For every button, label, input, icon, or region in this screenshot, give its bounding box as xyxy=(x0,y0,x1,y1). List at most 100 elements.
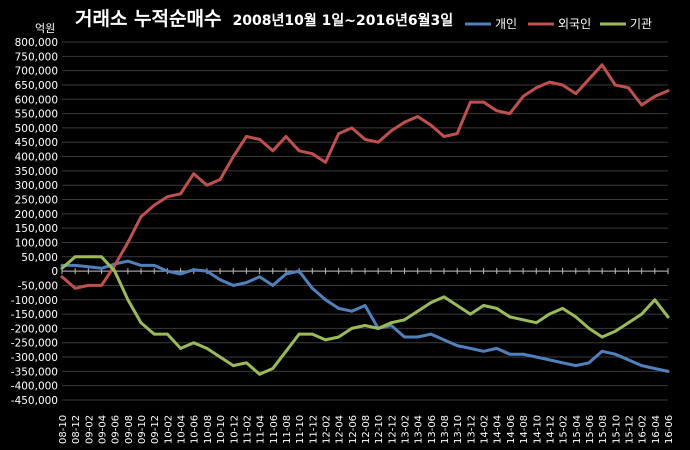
data-point xyxy=(363,324,367,327)
data-point xyxy=(245,281,248,284)
data-point xyxy=(73,286,77,290)
data-point xyxy=(508,112,512,115)
x-tick-label: 14-08 xyxy=(519,415,530,444)
data-point xyxy=(442,295,446,299)
x-tick-label: 11-10 xyxy=(295,415,306,444)
data-point xyxy=(284,272,288,276)
data-point xyxy=(324,338,327,342)
x-tick-label: 09-08 xyxy=(124,415,135,444)
data-point xyxy=(363,137,367,141)
data-point xyxy=(521,95,525,98)
data-point xyxy=(627,321,630,325)
data-point xyxy=(416,115,420,118)
data-point xyxy=(271,284,275,287)
data-point xyxy=(548,312,551,316)
y-tick-label: -300,000 xyxy=(11,352,58,364)
y-tick-label: 0 xyxy=(51,266,58,278)
y-tick-label: 150,000 xyxy=(15,223,58,235)
data-point xyxy=(126,259,130,263)
x-tick-label: 13-06 xyxy=(427,415,438,444)
x-tick-label: 10-06 xyxy=(190,415,201,444)
data-point xyxy=(495,109,499,113)
x-tick-label: 13-02 xyxy=(401,415,412,444)
y-tick-label: 250,000 xyxy=(15,195,58,207)
legend-label: 기관 xyxy=(630,17,652,31)
data-point xyxy=(389,321,393,325)
y-tick-label: 800,000 xyxy=(15,37,58,49)
chart-title-main: 거래소 누적순매수 xyxy=(75,8,221,30)
x-tick-label: 09-02 xyxy=(84,415,95,444)
data-point xyxy=(350,327,354,330)
data-point xyxy=(350,126,354,130)
x-tick-label: 15-04 xyxy=(572,415,583,444)
data-point xyxy=(245,361,248,365)
y-tick-label: 100,000 xyxy=(15,237,58,249)
data-point xyxy=(640,103,644,107)
data-point xyxy=(495,347,499,350)
data-point xyxy=(429,123,433,127)
x-tick-label: 13-08 xyxy=(440,415,451,444)
data-point xyxy=(297,149,301,153)
data-point xyxy=(534,321,538,325)
data-point xyxy=(310,286,314,290)
data-point xyxy=(337,306,341,310)
data-point xyxy=(205,347,209,350)
data-point xyxy=(192,341,196,345)
y-tick-label: -400,000 xyxy=(11,381,58,393)
legend-label: 외국인 xyxy=(558,17,591,31)
x-tick-label: 16-02 xyxy=(638,415,649,444)
y-tick-label: 700,000 xyxy=(15,66,58,78)
data-point xyxy=(60,275,64,279)
data-point xyxy=(403,318,406,322)
y-tick-label: 200,000 xyxy=(15,209,58,221)
data-point xyxy=(297,269,301,273)
x-tick-label: 14-02 xyxy=(480,415,491,444)
data-point xyxy=(561,306,565,310)
x-tick-label: 08-12 xyxy=(71,415,82,444)
data-point xyxy=(548,80,551,84)
data-point xyxy=(231,155,235,158)
data-point xyxy=(231,364,235,368)
data-point xyxy=(310,152,314,156)
data-point xyxy=(324,298,327,302)
data-point xyxy=(482,304,485,307)
data-point xyxy=(100,255,103,259)
data-point xyxy=(482,100,485,104)
x-tick-label: 10-02 xyxy=(163,415,174,444)
chart-subtitle: 2008년10월 1일~2016년6월3일 xyxy=(233,12,454,29)
data-point xyxy=(587,361,591,365)
data-point xyxy=(245,135,248,138)
data-point xyxy=(179,347,182,350)
data-point xyxy=(455,132,459,136)
data-point xyxy=(126,298,130,302)
data-point xyxy=(534,355,538,359)
data-point xyxy=(310,332,314,336)
data-point xyxy=(337,132,341,136)
data-point xyxy=(113,263,117,267)
data-point xyxy=(468,312,472,316)
data-point xyxy=(350,309,354,313)
data-point xyxy=(403,335,406,339)
y-tick-label: -250,000 xyxy=(11,338,58,350)
data-point xyxy=(574,364,578,368)
x-tick-label: 14-10 xyxy=(532,415,543,444)
y-tick-label: -200,000 xyxy=(11,323,58,335)
data-point xyxy=(587,327,591,330)
data-point xyxy=(258,372,262,376)
data-point xyxy=(258,137,262,141)
data-point xyxy=(600,349,604,353)
data-point xyxy=(389,324,393,327)
data-point xyxy=(337,335,341,339)
data-point xyxy=(666,89,670,93)
data-point xyxy=(521,352,525,356)
y-axis-ticks: -450,000 -400,000 -350,000 -300,000 -250,000… xyxy=(11,37,58,407)
x-tick-label: 15-12 xyxy=(624,415,635,444)
data-point xyxy=(613,329,617,333)
y-tick-label: 500,000 xyxy=(15,123,58,135)
data-point xyxy=(600,63,604,67)
data-point xyxy=(429,332,433,336)
data-point xyxy=(627,358,630,362)
x-tick-label: 15-08 xyxy=(598,415,609,444)
